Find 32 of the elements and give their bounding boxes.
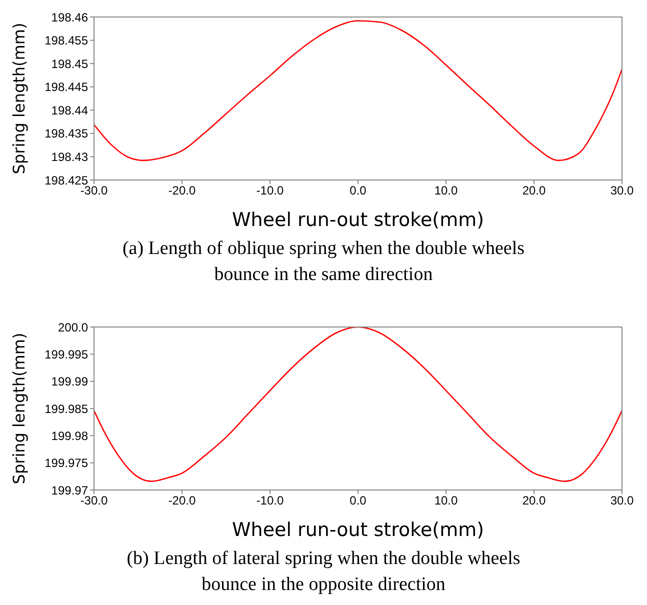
- y-tick-label: 198.43: [51, 150, 88, 164]
- x-tick-label: -10.0: [256, 494, 284, 508]
- y-tick-label: 198.46: [51, 10, 88, 24]
- text: (a) Length of oblique spring when the double wheels bounce in the same direction: [121, 237, 526, 287]
- y-axis-title: Spring length(mm): [10, 22, 29, 174]
- x-tick-label: 30.0: [610, 494, 634, 508]
- x-tick-label: -20.0: [168, 184, 196, 198]
- y-tick-label: 199.985: [44, 402, 88, 416]
- line-series: [94, 20, 622, 162]
- x-tick-label: 0.0: [350, 184, 367, 198]
- y-tick-label: 199.99: [51, 374, 88, 389]
- x-tick-label: -20.0: [168, 494, 196, 508]
- y-tick-label: 198.445: [44, 80, 88, 94]
- y-tick-label: 199.98: [51, 428, 88, 443]
- x-tick-label: -10.0: [256, 184, 284, 198]
- y-tick-label: 198.435: [44, 126, 88, 141]
- x-tick-label: 10.0: [434, 184, 458, 198]
- y-tick-label: 199.975: [44, 456, 88, 470]
- y-tick-label: 198.45: [51, 56, 88, 71]
- y-tick-label: 200.0: [58, 320, 88, 334]
- x-axis-title: Wheel run-out stroke(mm): [232, 209, 484, 231]
- x-tick-label: 20.0: [522, 184, 546, 198]
- x-axis-title: Wheel run-out stroke(mm): [232, 519, 484, 541]
- x-tick-label: 20.0: [522, 494, 546, 508]
- x-tick-label: 0.0: [350, 494, 367, 508]
- x-tick-label: 30.0: [610, 184, 634, 198]
- y-tick-label: 198.44: [51, 103, 88, 118]
- y-tick-label: 198.455: [44, 34, 88, 48]
- y-tick-label: 199.995: [44, 347, 88, 362]
- text: (b) Length of lateral spring when the double wheels bounce in the opposite direction: [126, 547, 522, 597]
- y-axis-title: Spring length(mm): [10, 332, 29, 484]
- x-tick-label: 10.0: [434, 494, 458, 508]
